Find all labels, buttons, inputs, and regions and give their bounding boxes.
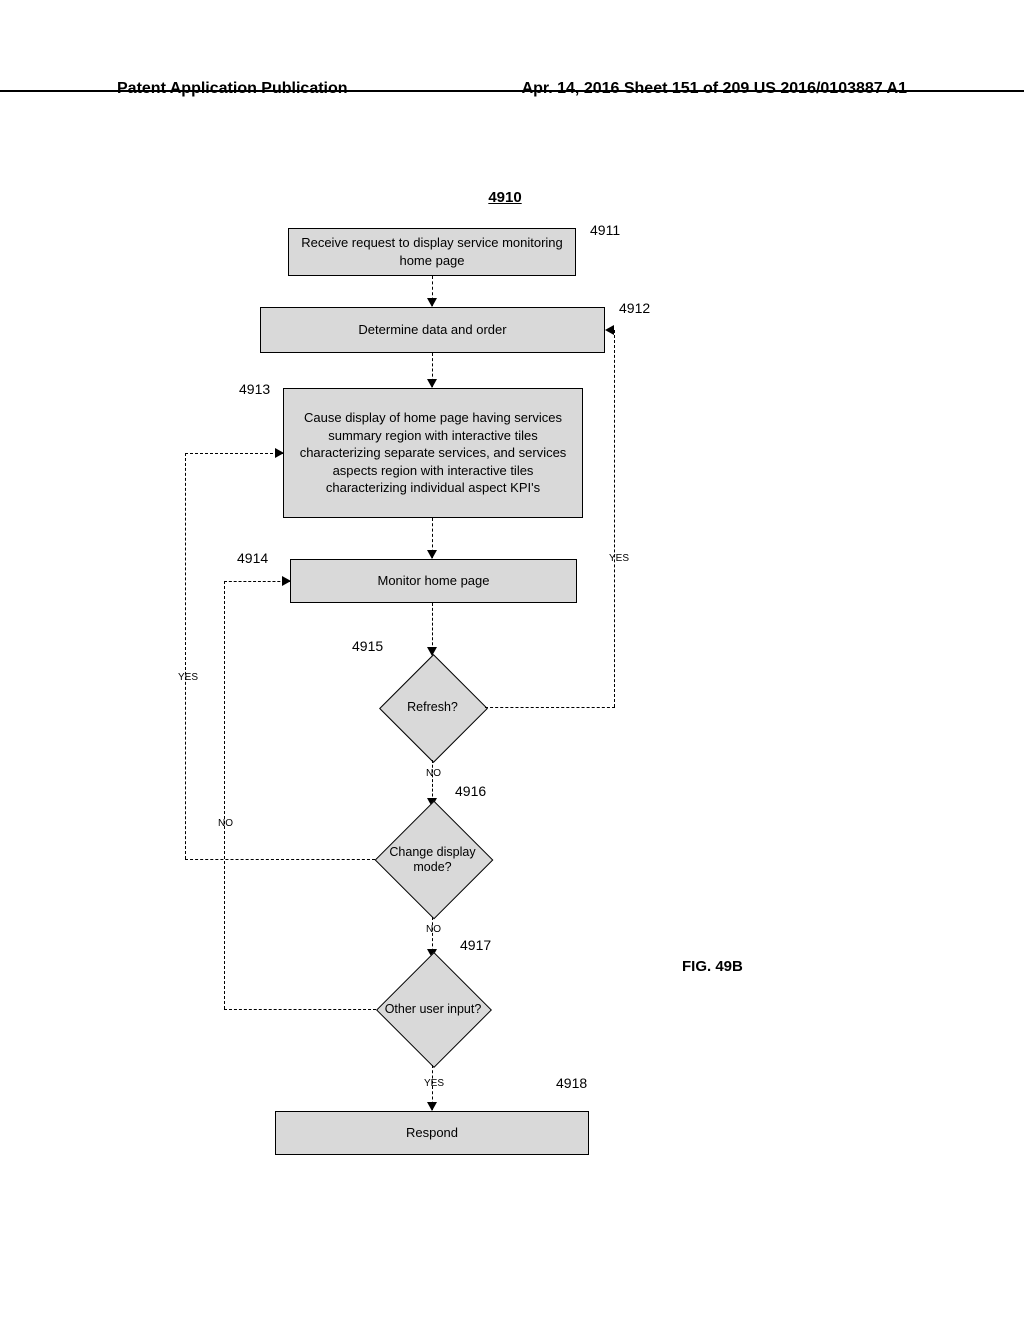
- node-4911: Receive request to display service monit…: [288, 228, 576, 276]
- header-left-text: Patent Application Publication: [117, 80, 348, 98]
- node-4917: [376, 952, 492, 1068]
- ref-4912: 4912: [619, 300, 650, 316]
- node-4918-text: Respond: [406, 1124, 458, 1142]
- node-4912: Determine data and order: [260, 307, 605, 353]
- label-4916-yes: YES: [178, 672, 198, 683]
- ref-4911: 4911: [590, 222, 620, 238]
- header-right-text: Apr. 14, 2016 Sheet 151 of 209 US 2016/0…: [522, 80, 907, 98]
- ref-4917: 4917: [460, 937, 491, 953]
- ref-4913: 4913: [239, 381, 270, 397]
- arrow-4916-yes: [275, 448, 284, 458]
- figure-number: 4910: [475, 189, 535, 206]
- node-4915: [379, 654, 488, 763]
- label-4917-no: NO: [218, 818, 233, 829]
- edge-4916-yes-h2: [185, 453, 283, 454]
- edge-4915-yes-h: [485, 707, 615, 708]
- edge-4917-no-v: [224, 581, 225, 1009]
- ref-4915: 4915: [352, 638, 383, 654]
- node-4916: [375, 801, 494, 920]
- label-4915-no: NO: [426, 768, 441, 779]
- arrow-4912-4913: [427, 379, 437, 388]
- ref-4918: 4918: [556, 1075, 587, 1091]
- arrow-4915-yes: [605, 325, 614, 335]
- arrow-4911-4912: [427, 298, 437, 307]
- node-4913: Cause display of home page having servic…: [283, 388, 583, 518]
- node-4918: Respond: [275, 1111, 589, 1155]
- node-4914-text: Monitor home page: [377, 572, 489, 590]
- ref-4914: 4914: [237, 550, 268, 566]
- label-4915-yes: YES: [609, 553, 629, 564]
- node-4913-text: Cause display of home page having servic…: [292, 409, 574, 497]
- arrow-4917-4918: [427, 1102, 437, 1111]
- edge-4916-yes-h1: [185, 859, 375, 860]
- arrow-4913-4914: [427, 550, 437, 559]
- edge-4917-no-h1: [224, 1009, 376, 1010]
- edge-4917-no-h2: [224, 581, 290, 582]
- label-4917-yes: YES: [424, 1078, 444, 1089]
- ref-4916: 4916: [455, 783, 486, 799]
- edge-4915-yes-v: [614, 330, 615, 707]
- label-4916-no: NO: [426, 924, 441, 935]
- arrow-4917-no: [282, 576, 291, 586]
- node-4912-text: Determine data and order: [358, 321, 506, 339]
- node-4911-text: Receive request to display service monit…: [297, 234, 567, 269]
- page-header: Patent Application Publication Apr. 14, …: [0, 84, 1024, 92]
- node-4914: Monitor home page: [290, 559, 577, 603]
- edge-4916-yes-v: [185, 453, 186, 859]
- figure-caption: FIG. 49B: [682, 958, 743, 975]
